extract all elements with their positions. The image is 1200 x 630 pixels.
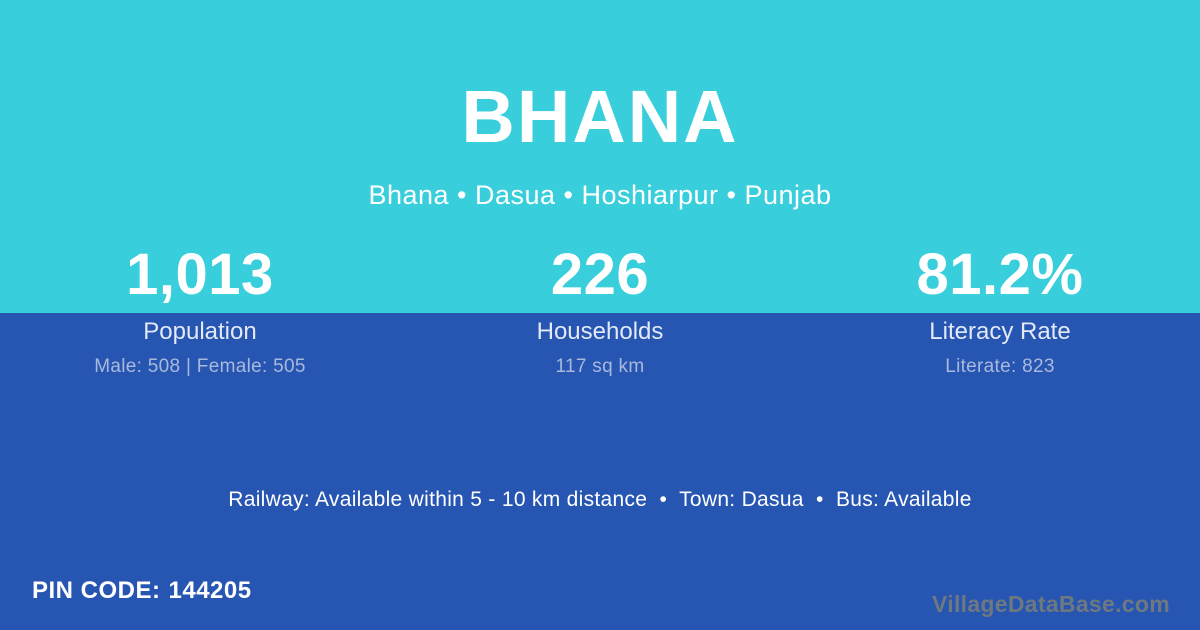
- page-title: BHANA: [461, 75, 739, 158]
- watermark: VillageDataBase.com: [932, 591, 1170, 617]
- population-value: 1,013: [126, 242, 274, 307]
- pin-code: PIN CODE: 144205: [32, 578, 252, 604]
- stat-households: 226 Households 117 sq km: [400, 240, 800, 379]
- households-label: Households: [536, 318, 664, 345]
- details-section: [0, 313, 1200, 630]
- population-detail: Male: 508 | Female: 505: [94, 356, 306, 377]
- population-label: Population: [143, 318, 257, 345]
- literacy-value: 81.2%: [916, 242, 1084, 307]
- header-section: BHANA Bhana • Dasua • Hoshiarpur • Punja…: [0, 0, 1200, 313]
- stats-row: 1,013 Population Male: 508 | Female: 505…: [0, 240, 1200, 379]
- stat-population: 1,013 Population Male: 508 | Female: 505: [0, 240, 400, 379]
- pin-code-value: 144205: [168, 577, 252, 604]
- households-detail: 117 sq km: [555, 356, 645, 377]
- households-value: 226: [550, 242, 650, 307]
- literacy-detail: Literate: 823: [945, 356, 1055, 377]
- pin-code-label: PIN CODE:: [32, 577, 161, 604]
- literacy-label: Literacy Rate: [929, 318, 1071, 345]
- transport-info: Railway: Available within 5 - 10 km dist…: [228, 488, 972, 511]
- stat-literacy: 81.2% Literacy Rate Literate: 823: [800, 240, 1200, 379]
- breadcrumb: Bhana • Dasua • Hoshiarpur • Punjab: [368, 180, 832, 210]
